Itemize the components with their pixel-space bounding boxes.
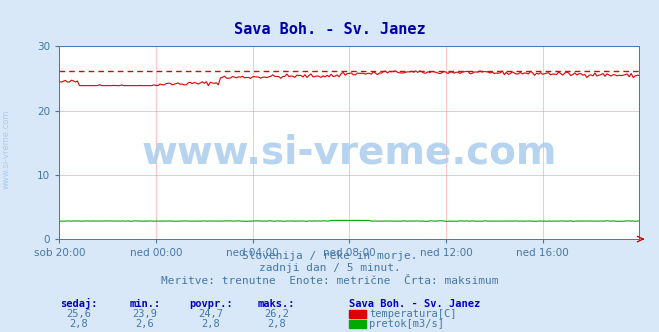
Text: sedaj:: sedaj: bbox=[61, 298, 98, 309]
Text: zadnji dan / 5 minut.: zadnji dan / 5 minut. bbox=[258, 263, 401, 273]
Text: 25,6: 25,6 bbox=[67, 309, 92, 319]
Text: 2,8: 2,8 bbox=[202, 319, 220, 329]
Text: min.:: min.: bbox=[129, 299, 161, 309]
Text: 2,6: 2,6 bbox=[136, 319, 154, 329]
Text: 26,2: 26,2 bbox=[264, 309, 289, 319]
Text: temperatura[C]: temperatura[C] bbox=[369, 309, 457, 319]
Text: www.si-vreme.com: www.si-vreme.com bbox=[2, 110, 11, 189]
Text: 2,8: 2,8 bbox=[268, 319, 286, 329]
Text: Sava Boh. - Sv. Janez: Sava Boh. - Sv. Janez bbox=[234, 22, 425, 37]
Text: maks.:: maks.: bbox=[258, 299, 295, 309]
Text: povpr.:: povpr.: bbox=[189, 299, 233, 309]
Text: Meritve: trenutne  Enote: metrične  Črta: maksimum: Meritve: trenutne Enote: metrične Črta: … bbox=[161, 276, 498, 286]
Text: Sava Boh. - Sv. Janez: Sava Boh. - Sv. Janez bbox=[349, 299, 480, 309]
Text: 24,7: 24,7 bbox=[198, 309, 223, 319]
Text: 23,9: 23,9 bbox=[132, 309, 158, 319]
Text: www.si-vreme.com: www.si-vreme.com bbox=[142, 133, 557, 171]
Text: pretok[m3/s]: pretok[m3/s] bbox=[369, 319, 444, 329]
Text: Slovenija / reke in morje.: Slovenija / reke in morje. bbox=[242, 251, 417, 261]
Text: 2,8: 2,8 bbox=[70, 319, 88, 329]
